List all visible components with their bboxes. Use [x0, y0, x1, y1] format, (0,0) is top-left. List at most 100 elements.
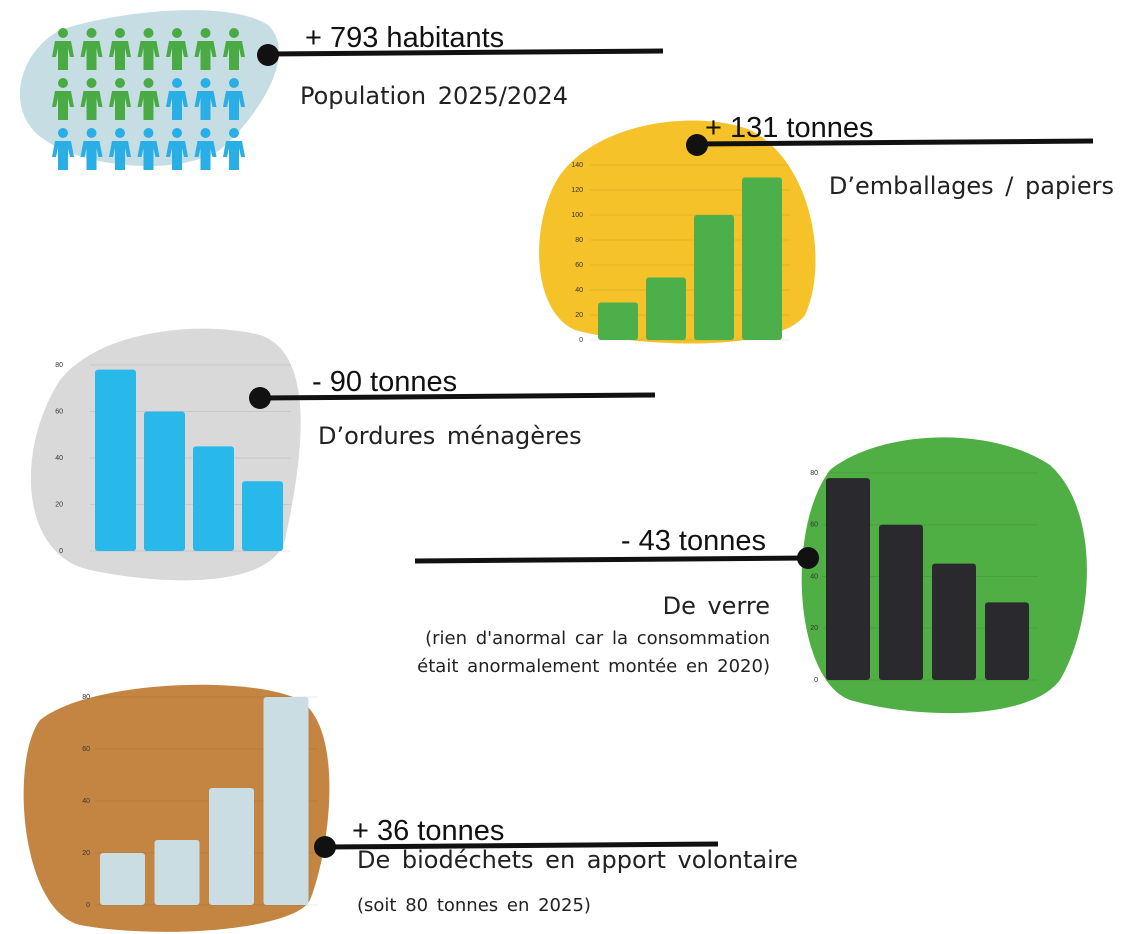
y-tick-label: 0	[86, 902, 90, 909]
y-tick-label: 20	[82, 850, 90, 857]
y-tick-label: 20	[55, 501, 63, 508]
person-body	[109, 41, 131, 70]
note: (rien d'anormal car la consommation	[425, 628, 770, 649]
person-body	[52, 141, 74, 170]
bar	[646, 277, 686, 340]
headline: - 43 tonnes	[621, 525, 766, 557]
y-tick-label: 80	[82, 694, 90, 701]
person-icon	[137, 78, 160, 120]
connector	[696, 138, 1094, 147]
bar	[598, 302, 638, 340]
caption: Population 2025/2024	[300, 82, 568, 110]
person-body	[109, 91, 131, 120]
connector	[267, 48, 664, 57]
bar	[694, 215, 734, 340]
person-body	[166, 141, 188, 170]
person-head	[143, 128, 154, 138]
person-icon	[166, 28, 188, 70]
person-head	[200, 128, 211, 138]
connector-dot	[249, 387, 271, 409]
y-tick-label: 60	[82, 746, 90, 753]
y-tick-label: 60	[810, 522, 818, 529]
y-tick-label: 40	[82, 798, 90, 805]
y-tick-label: 40	[575, 287, 583, 294]
caption: D’ordures ménagères	[318, 422, 582, 450]
person-icon	[137, 28, 160, 70]
person-head	[172, 28, 182, 38]
bar	[193, 446, 234, 551]
person-body	[80, 91, 103, 120]
connector-dot	[797, 547, 819, 569]
bar	[826, 478, 870, 680]
person-head	[229, 78, 239, 88]
person-icon	[194, 128, 217, 170]
headline: - 90 tonnes	[312, 366, 457, 398]
person-body	[52, 41, 74, 70]
note: (soit 80 tonnes en 2025)	[357, 895, 591, 916]
person-body	[194, 141, 217, 170]
person-body	[80, 141, 103, 170]
y-tick-label: 0	[59, 548, 63, 555]
bar	[154, 840, 200, 905]
person-icon	[109, 128, 131, 170]
person-body	[137, 141, 160, 170]
y-tick-label: 60	[575, 262, 583, 269]
bar	[879, 524, 923, 680]
y-tick-label: 100	[571, 212, 583, 219]
connector-dot	[686, 134, 708, 156]
person-head	[115, 28, 125, 38]
person-icon	[223, 78, 245, 120]
person-icon	[80, 128, 103, 170]
person-body	[80, 41, 103, 70]
y-tick-label: 140	[571, 162, 583, 169]
person-head	[200, 28, 211, 38]
y-tick-label: 80	[575, 237, 583, 244]
person-body	[194, 41, 217, 70]
connector	[414, 555, 809, 564]
headline: + 131 tonnes	[705, 112, 874, 144]
person-icon	[137, 128, 160, 170]
person-head	[143, 28, 154, 38]
caption: De biodéchets en apport volontaire	[357, 846, 798, 874]
person-head	[229, 28, 239, 38]
person-body	[223, 91, 245, 120]
bar	[263, 697, 309, 905]
bar	[95, 369, 136, 551]
person-icon	[80, 28, 103, 70]
y-tick-label: 80	[55, 362, 63, 369]
person-head	[86, 78, 97, 88]
person-head	[229, 128, 239, 138]
person-icon	[223, 128, 245, 170]
person-body	[194, 91, 217, 120]
connector	[259, 392, 656, 401]
person-head	[58, 78, 68, 88]
person-head	[143, 78, 154, 88]
bar	[100, 853, 145, 905]
person-icon	[166, 78, 188, 120]
caption: D’emballages / papiers	[829, 172, 1114, 200]
person-body	[223, 41, 245, 70]
y-tick-label: 20	[810, 625, 818, 632]
person-icon	[80, 78, 103, 120]
person-head	[86, 128, 97, 138]
person-head	[58, 128, 68, 138]
person-head	[172, 128, 182, 138]
person-body	[137, 41, 160, 70]
person-icon	[109, 78, 131, 120]
y-tick-label: 0	[579, 337, 583, 344]
y-tick-label: 120	[571, 187, 583, 194]
y-tick-label: 20	[575, 312, 583, 319]
bar	[932, 563, 976, 680]
person-icon	[52, 28, 74, 70]
connector	[324, 841, 719, 850]
person-body	[52, 91, 74, 120]
y-tick-label: 80	[810, 470, 818, 477]
y-tick-label: 40	[810, 573, 818, 580]
person-head	[115, 78, 125, 88]
bar	[209, 788, 254, 905]
person-icon	[52, 78, 74, 120]
person-body	[223, 141, 245, 170]
y-tick-label: 0	[814, 677, 818, 684]
person-head	[200, 78, 211, 88]
